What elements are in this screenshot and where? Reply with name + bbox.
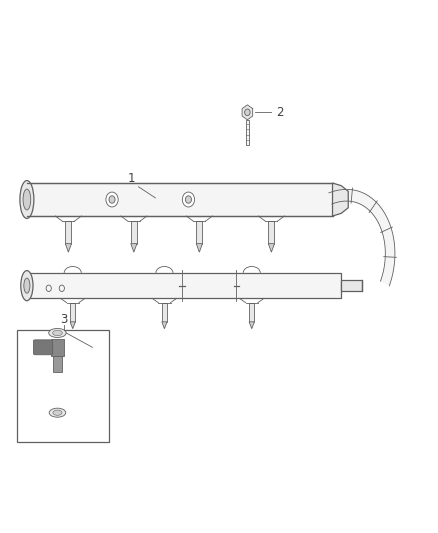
Ellipse shape xyxy=(53,410,62,415)
Circle shape xyxy=(109,196,115,203)
Bar xyxy=(51,338,64,357)
Text: 4: 4 xyxy=(97,341,105,354)
Bar xyxy=(27,183,332,216)
Bar xyxy=(131,221,137,244)
Polygon shape xyxy=(332,183,348,216)
Ellipse shape xyxy=(23,189,31,210)
Bar xyxy=(65,221,71,244)
Bar xyxy=(196,221,202,244)
Bar xyxy=(162,303,167,322)
Bar xyxy=(53,357,62,372)
Bar xyxy=(246,120,249,146)
Ellipse shape xyxy=(21,271,33,301)
Bar xyxy=(341,280,362,291)
Bar xyxy=(249,303,254,322)
Ellipse shape xyxy=(20,181,34,219)
Polygon shape xyxy=(249,322,254,329)
Circle shape xyxy=(182,192,194,207)
Polygon shape xyxy=(70,322,75,329)
Bar xyxy=(268,221,275,244)
Polygon shape xyxy=(196,244,202,252)
Polygon shape xyxy=(268,244,275,252)
Bar xyxy=(17,330,109,442)
Polygon shape xyxy=(242,105,253,120)
Polygon shape xyxy=(162,322,167,329)
Ellipse shape xyxy=(49,408,66,417)
Text: 1: 1 xyxy=(128,172,135,185)
Polygon shape xyxy=(131,244,137,252)
Bar xyxy=(27,273,341,298)
Circle shape xyxy=(185,196,191,203)
Polygon shape xyxy=(65,244,71,252)
Ellipse shape xyxy=(24,278,30,293)
Circle shape xyxy=(245,109,250,116)
Text: 2: 2 xyxy=(276,106,284,119)
Ellipse shape xyxy=(53,330,62,336)
Text: 3: 3 xyxy=(60,313,68,326)
Bar xyxy=(70,303,75,322)
Ellipse shape xyxy=(49,328,66,337)
FancyBboxPatch shape xyxy=(33,340,53,355)
Polygon shape xyxy=(329,189,395,286)
Circle shape xyxy=(106,192,118,207)
